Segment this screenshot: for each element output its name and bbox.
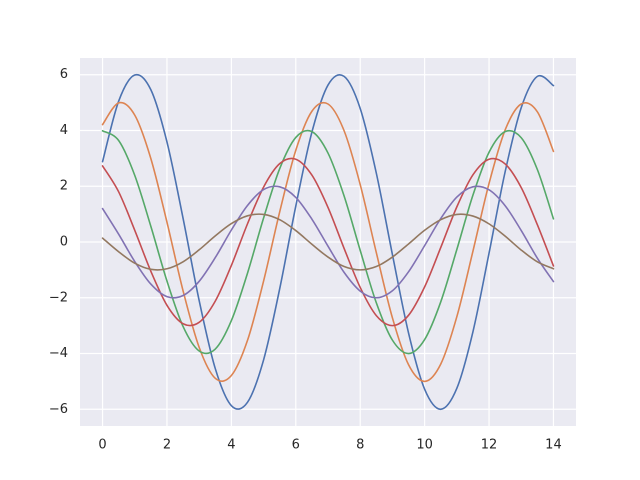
series-line — [101, 101, 555, 383]
lines — [101, 73, 555, 411]
x-tick-label: 10 — [416, 438, 433, 453]
series-line — [101, 129, 555, 355]
x-tick-label: 0 — [98, 438, 106, 453]
grid — [80, 58, 576, 426]
y-tick-label: 6 — [60, 67, 68, 82]
tick-labels: 0 2 4 6 8 10 12 14 −6 −4 −2 0 2 4 6 — [49, 67, 562, 452]
x-tick-label: 8 — [356, 438, 364, 453]
y-tick-label: −2 — [49, 290, 68, 305]
y-tick-label: 4 — [60, 123, 68, 138]
y-tick-label: −4 — [49, 346, 68, 361]
x-tick-label: 6 — [292, 438, 300, 453]
series-line — [101, 73, 555, 411]
x-tick-label: 14 — [545, 438, 562, 453]
series-line — [101, 157, 555, 327]
x-tick-label: 12 — [481, 438, 498, 453]
y-tick-label: 0 — [60, 235, 68, 250]
y-tick-label: −6 — [49, 402, 68, 417]
series-line — [101, 185, 555, 299]
x-tick-label: 2 — [163, 438, 171, 453]
x-tick-label: 4 — [227, 438, 235, 453]
y-tick-label: 2 — [60, 179, 68, 194]
series-line — [101, 213, 555, 271]
